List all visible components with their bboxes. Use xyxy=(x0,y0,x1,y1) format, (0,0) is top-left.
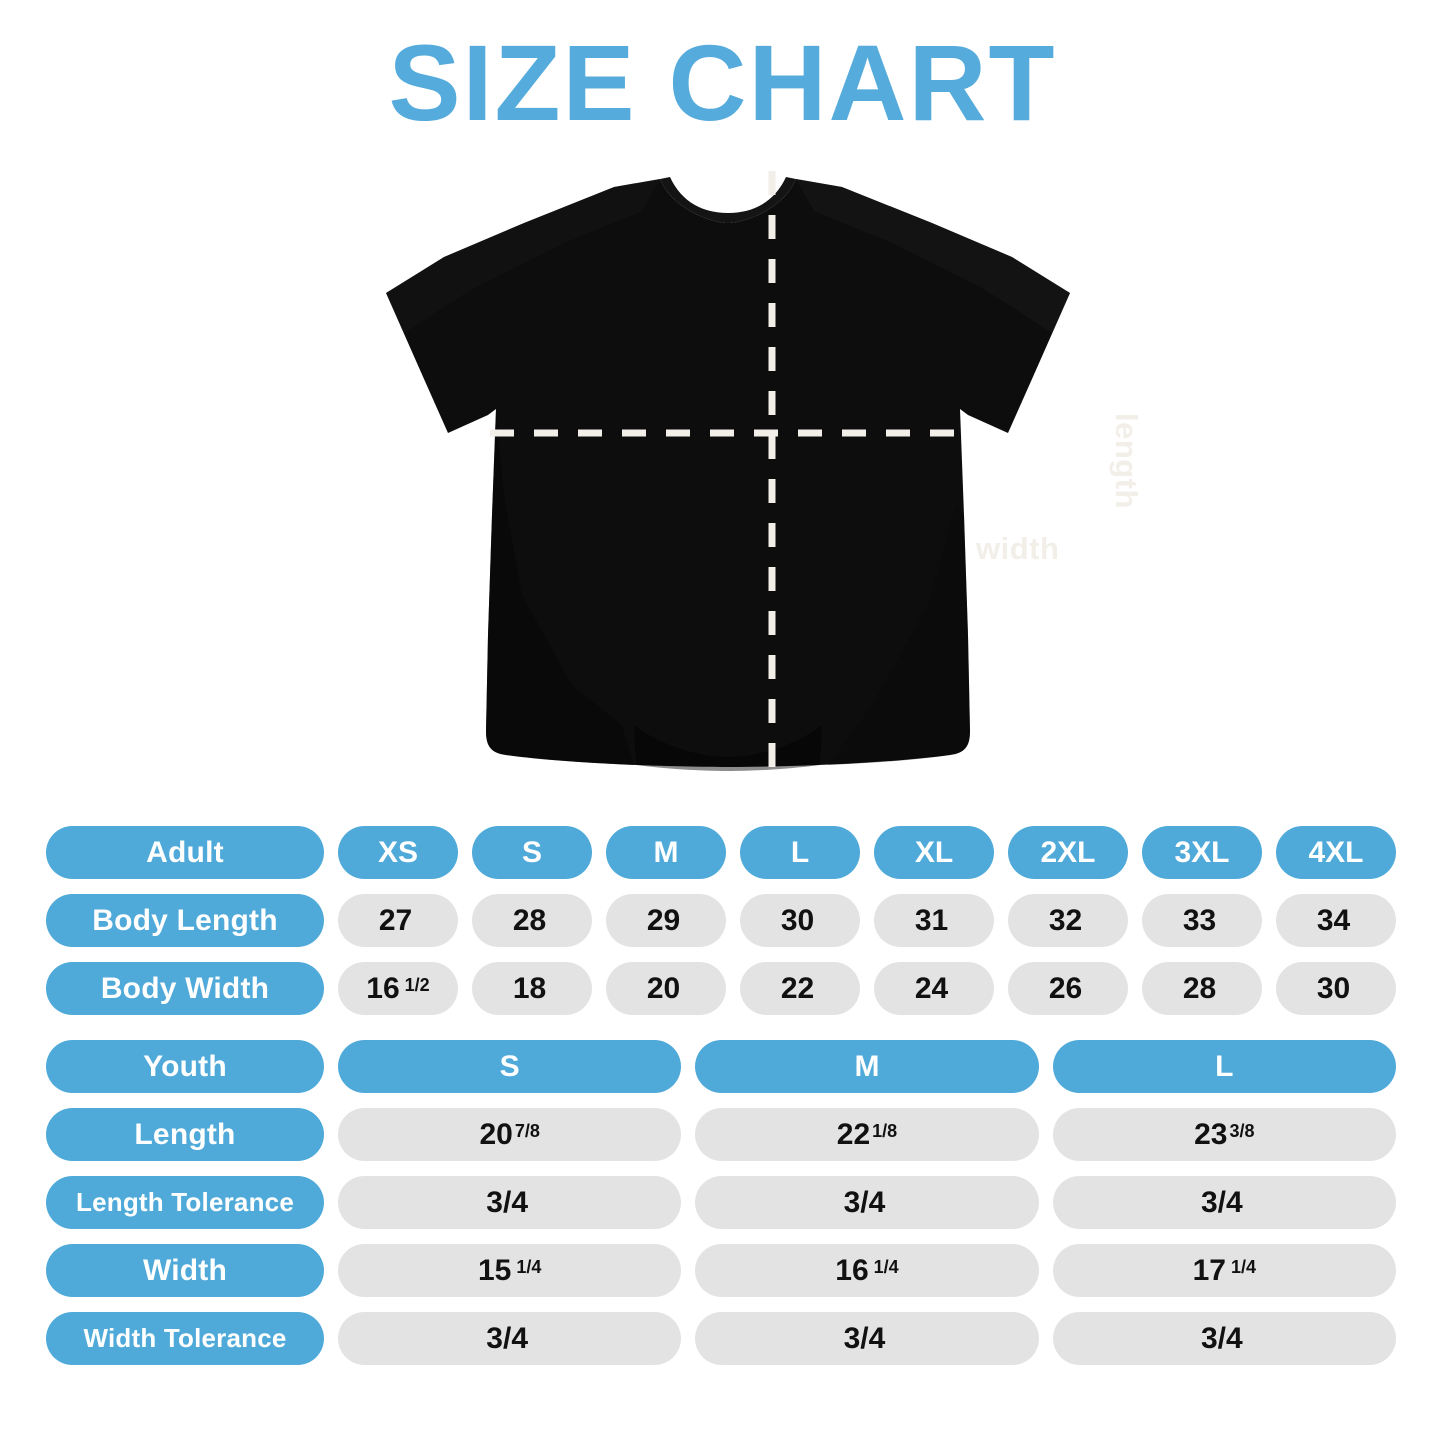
value-whole: 16 xyxy=(366,971,400,1005)
youth-row-label-width-tolerance: Width Tolerance xyxy=(46,1312,324,1365)
value-fraction: 1/4 xyxy=(1230,1256,1257,1277)
youth-row-label-length: Length xyxy=(46,1108,324,1161)
value-whole: 16 xyxy=(835,1253,869,1287)
value-whole: 18 xyxy=(512,971,547,1005)
width-label: width xyxy=(976,531,1060,566)
value-whole: 30 xyxy=(1316,971,1351,1005)
youth-length-tolerance-l: 3/4 xyxy=(1052,1176,1396,1229)
youth-corner-label: Youth xyxy=(46,1040,324,1093)
adult-body-length-3xl: 33 xyxy=(1142,894,1262,947)
adult-body-width-m: 20 xyxy=(606,962,726,1015)
adult-row-label-body-length: Body Length xyxy=(46,894,324,947)
adult-body-length-xl: 31 xyxy=(874,894,994,947)
table-row: Length 20 7/8 22 1/8 23 3/8 xyxy=(46,1108,1396,1161)
value-whole: 31 xyxy=(914,903,949,937)
value-whole: 23 xyxy=(1194,1117,1228,1151)
adult-column-header-l: L xyxy=(740,826,860,879)
value-fraction: 3/8 xyxy=(1229,1120,1255,1141)
value-fraction: 7/8 xyxy=(514,1120,540,1141)
tshirt-icon xyxy=(386,171,1070,779)
value-whole: 3/4 xyxy=(843,1321,886,1355)
page-title: SIZE CHART xyxy=(388,22,1057,143)
adult-body-width-l: 22 xyxy=(740,962,860,1015)
adult-corner-label: Adult xyxy=(46,826,324,879)
adult-body-width-s: 18 xyxy=(472,962,592,1015)
adult-body-width-3xl: 28 xyxy=(1142,962,1262,1015)
value-whole: 20 xyxy=(479,1117,513,1151)
value-whole: 22 xyxy=(780,971,815,1005)
adult-column-header-3xl: 3XL xyxy=(1142,826,1262,879)
value-whole: 29 xyxy=(646,903,681,937)
youth-length-s: 20 7/8 xyxy=(338,1108,682,1161)
adult-body-length-l: 30 xyxy=(740,894,860,947)
value-whole: 22 xyxy=(836,1117,871,1151)
youth-width-tolerance-l: 3/4 xyxy=(1052,1312,1396,1365)
adult-column-header-m: M xyxy=(606,826,726,879)
value-whole: 3/4 xyxy=(486,1185,529,1219)
youth-column-header-l: L xyxy=(1052,1040,1396,1093)
value-whole: 3/4 xyxy=(843,1185,886,1219)
value-whole: 27 xyxy=(378,903,413,937)
value-fraction: 1/4 xyxy=(873,1256,899,1277)
value-whole: 26 xyxy=(1048,971,1083,1005)
value-fraction: 1/4 xyxy=(516,1256,542,1277)
table-row: Body Width 16 1/2 18 20 22 24 26 28 xyxy=(46,962,1396,1015)
adult-row-label-body-width: Body Width xyxy=(46,962,324,1015)
youth-length-tolerance-m: 3/4 xyxy=(695,1176,1039,1229)
youth-width-s: 15 1/4 xyxy=(338,1244,682,1297)
youth-size-table: Youth S M L Length 20 7/8 22 1/8 23 3/8 Len… xyxy=(46,1040,1396,1365)
youth-column-header-s: S xyxy=(338,1040,682,1093)
adult-column-header-4xl: 4XL xyxy=(1276,826,1396,879)
youth-width-tolerance-m: 3/4 xyxy=(695,1312,1039,1365)
adult-column-header-xs: XS xyxy=(338,826,458,879)
length-label: length xyxy=(1109,413,1144,509)
youth-length-m: 22 1/8 xyxy=(695,1108,1039,1161)
youth-column-header-m: M xyxy=(695,1040,1039,1093)
value-whole: 24 xyxy=(914,971,949,1005)
youth-length-tolerance-s: 3/4 xyxy=(338,1176,682,1229)
youth-row-label-width: Width xyxy=(46,1244,324,1297)
value-whole: 17 xyxy=(1192,1253,1226,1287)
adult-column-header-s: S xyxy=(472,826,592,879)
adult-body-length-m: 29 xyxy=(606,894,726,947)
value-fraction: 1/8 xyxy=(872,1120,898,1141)
youth-width-m: 16 1/4 xyxy=(695,1244,1039,1297)
adult-column-header-2xl: 2XL xyxy=(1008,826,1128,879)
value-whole: 33 xyxy=(1182,903,1217,937)
adult-body-width-4xl: 30 xyxy=(1276,962,1396,1015)
adult-body-length-2xl: 32 xyxy=(1008,894,1128,947)
table-row: Width Tolerance 3/4 3/4 3/4 xyxy=(46,1312,1396,1365)
value-whole: 15 xyxy=(477,1253,512,1287)
value-whole: 28 xyxy=(1182,971,1217,1005)
youth-length-l: 23 3/8 xyxy=(1052,1108,1396,1161)
adult-body-length-xs: 27 xyxy=(338,894,458,947)
table-row: Body Length 27 28 29 30 31 32 33 xyxy=(46,894,1396,947)
value-fraction: 1/2 xyxy=(404,974,430,995)
value-whole: 28 xyxy=(512,903,547,937)
adult-body-width-xl: 24 xyxy=(874,962,994,1015)
tshirt-illustration: width length xyxy=(372,165,1144,795)
adult-body-width-xs: 16 1/2 xyxy=(338,962,458,1015)
table-row: Width 15 1/4 16 1/4 17 1/4 xyxy=(46,1244,1396,1297)
adult-header-row: Adult XS S M L XL 2XL 3XL 4XL xyxy=(46,826,1396,879)
value-whole: 20 xyxy=(646,971,681,1005)
value-whole: 3/4 xyxy=(1200,1185,1243,1219)
youth-row-label-length-tolerance: Length Tolerance xyxy=(46,1176,324,1229)
adult-size-table: Adult XS S M L XL 2XL 3XL 4XL Body Lengt… xyxy=(46,826,1396,1015)
youth-header-row: Youth S M L xyxy=(46,1040,1396,1093)
adult-body-length-4xl: 34 xyxy=(1276,894,1396,947)
value-whole: 32 xyxy=(1048,903,1083,937)
value-whole: 3/4 xyxy=(1200,1321,1243,1355)
adult-body-width-2xl: 26 xyxy=(1008,962,1128,1015)
youth-width-l: 17 1/4 xyxy=(1052,1244,1396,1297)
value-whole: 34 xyxy=(1316,903,1351,937)
adult-body-length-s: 28 xyxy=(472,894,592,947)
value-whole: 30 xyxy=(780,903,815,937)
youth-width-tolerance-s: 3/4 xyxy=(338,1312,682,1365)
table-row: Length Tolerance 3/4 3/4 3/4 xyxy=(46,1176,1396,1229)
value-whole: 3/4 xyxy=(486,1321,529,1355)
adult-column-header-xl: XL xyxy=(874,826,994,879)
